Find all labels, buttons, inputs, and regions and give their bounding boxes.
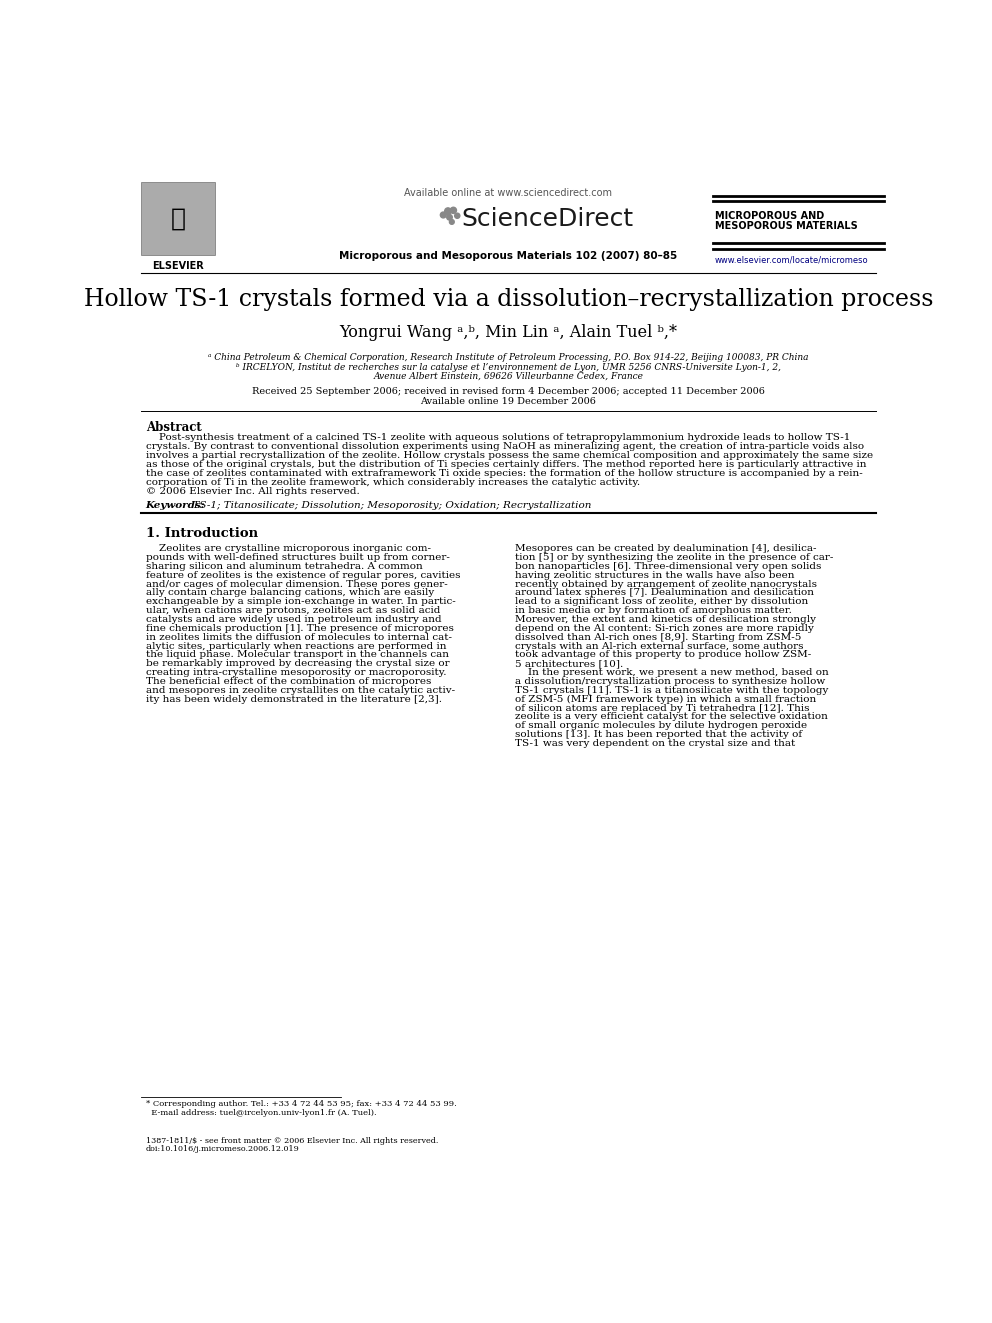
Text: ScienceDirect: ScienceDirect (461, 206, 633, 230)
Text: MICROPOROUS AND: MICROPOROUS AND (714, 212, 823, 221)
Text: and/or cages of molecular dimension. These pores gener-: and/or cages of molecular dimension. The… (146, 579, 447, 589)
Text: of ZSM-5 (MFI framework type) in which a small fraction: of ZSM-5 (MFI framework type) in which a… (516, 695, 816, 704)
Text: of small organic molecules by dilute hydrogen peroxide: of small organic molecules by dilute hyd… (516, 721, 807, 730)
Text: sharing silicon and aluminum tetrahedra. A common: sharing silicon and aluminum tetrahedra.… (146, 562, 423, 572)
Text: in basic media or by formation of amorphous matter.: in basic media or by formation of amorph… (516, 606, 793, 615)
Point (440, 201, 456, 222)
Text: Zeolites are crystalline microporous inorganic com-: Zeolites are crystalline microporous ino… (146, 544, 431, 553)
Text: fine chemicals production [1]. The presence of micropores: fine chemicals production [1]. The prese… (146, 624, 453, 632)
Text: feature of zeolites is the existence of regular pores, cavities: feature of zeolites is the existence of … (146, 570, 460, 579)
Text: doi:10.1016/j.micromeso.2006.12.019: doi:10.1016/j.micromeso.2006.12.019 (146, 1146, 300, 1154)
Text: zeolite is a very efficient catalyst for the selective oxidation: zeolite is a very efficient catalyst for… (516, 713, 828, 721)
Text: having zeolitic structures in the walls have also been: having zeolitic structures in the walls … (516, 570, 795, 579)
Text: bon nanoparticles [6]. Three-dimensional very open solids: bon nanoparticles [6]. Three-dimensional… (516, 562, 821, 572)
Text: The beneficial effect of the combination of micropores: The beneficial effect of the combination… (146, 677, 432, 687)
Text: 🌿: 🌿 (171, 206, 186, 230)
Text: took advantage of this property to produce hollow ZSM-: took advantage of this property to produ… (516, 651, 811, 659)
Text: recently obtained by arrangement of zeolite nanocrystals: recently obtained by arrangement of zeol… (516, 579, 817, 589)
Text: E-mail address: tuel@ircelyon.univ-lyon1.fr (A. Tuel).: E-mail address: tuel@ircelyon.univ-lyon1… (146, 1109, 376, 1117)
Point (435, 204, 451, 225)
Text: crystals with an Al-rich external surface, some authors: crystals with an Al-rich external surfac… (516, 642, 804, 651)
Text: Keywords:: Keywords: (146, 501, 205, 511)
Text: TS-1; Titanosilicate; Dissolution; Mesoporosity; Oxidation; Recrystallization: TS-1; Titanosilicate; Dissolution; Mesop… (186, 501, 591, 511)
Text: depend on the Al content: Si-rich zones are more rapidly: depend on the Al content: Si-rich zones … (516, 624, 814, 632)
Text: the case of zeolites contaminated with extraframework Ti oxide species: the form: the case of zeolites contaminated with e… (146, 470, 862, 478)
Text: * Corresponding author. Tel.: +33 4 72 44 53 95; fax: +33 4 72 44 53 99.: * Corresponding author. Tel.: +33 4 72 4… (146, 1101, 456, 1109)
Text: ular, when cations are protons, zeolites act as solid acid: ular, when cations are protons, zeolites… (146, 606, 440, 615)
Text: dissolved than Al-rich ones [8,9]. Starting from ZSM-5: dissolved than Al-rich ones [8,9]. Start… (516, 632, 802, 642)
Text: ELSEVIER: ELSEVIER (152, 261, 203, 271)
Text: catalysts and are widely used in petroleum industry and: catalysts and are widely used in petrole… (146, 615, 441, 624)
Text: Post-synthesis treatment of a calcined TS-1 zeolite with aqueous solutions of te: Post-synthesis treatment of a calcined T… (146, 433, 850, 442)
Text: be remarkably improved by decreasing the crystal size or: be remarkably improved by decreasing the… (146, 659, 449, 668)
Text: Hollow TS-1 crystals formed via a dissolution–recrystallization process: Hollow TS-1 crystals formed via a dissol… (83, 288, 933, 311)
Text: ally contain charge balancing cations, which are easily: ally contain charge balancing cations, w… (146, 589, 434, 598)
Text: 5 architectures [10].: 5 architectures [10]. (516, 659, 624, 668)
Point (445, 200, 461, 221)
Text: crystals. By contrast to conventional dissolution experiments using NaOH as mine: crystals. By contrast to conventional di… (146, 442, 864, 451)
Text: Yongrui Wang ᵃ,ᵇ, Min Lin ᵃ, Alain Tuel ᵇ,*: Yongrui Wang ᵃ,ᵇ, Min Lin ᵃ, Alain Tuel … (339, 324, 678, 341)
Point (443, 212, 459, 233)
Text: Mesopores can be created by dealumination [4], desilica-: Mesopores can be created by dealuminatio… (516, 544, 816, 553)
Text: Received 25 September 2006; received in revised form 4 December 2006; accepted 1: Received 25 September 2006; received in … (252, 388, 765, 397)
Point (449, 205, 465, 226)
Text: 1387-1811/$ - see front matter © 2006 Elsevier Inc. All rights reserved.: 1387-1811/$ - see front matter © 2006 El… (146, 1136, 438, 1144)
Text: Microporous and Mesoporous Materials 102 (2007) 80–85: Microporous and Mesoporous Materials 102… (339, 251, 678, 261)
Text: MESOPOROUS MATERIALS: MESOPOROUS MATERIALS (714, 221, 857, 232)
Text: Available online at www.sciencedirect.com: Available online at www.sciencedirect.co… (405, 188, 612, 198)
Text: TS-1 crystals [11]. TS-1 is a titanosilicate with the topology: TS-1 crystals [11]. TS-1 is a titanosili… (516, 685, 828, 695)
Text: exchangeable by a simple ion-exchange in water. In partic-: exchangeable by a simple ion-exchange in… (146, 598, 455, 606)
Text: in zeolites limits the diffusion of molecules to internal cat-: in zeolites limits the diffusion of mole… (146, 632, 451, 642)
Text: and mesopores in zeolite crystallites on the catalytic activ-: and mesopores in zeolite crystallites on… (146, 685, 454, 695)
Text: TS-1 was very dependent on the crystal size and that: TS-1 was very dependent on the crystal s… (516, 740, 796, 747)
Bar (141, 181, 214, 255)
Text: In the present work, we present a new method, based on: In the present work, we present a new me… (516, 668, 829, 677)
Text: Moreover, the extent and kinetics of desilication strongly: Moreover, the extent and kinetics of des… (516, 615, 816, 624)
Text: corporation of Ti in the zeolite framework, which considerably increases the cat: corporation of Ti in the zeolite framewo… (146, 479, 640, 487)
Text: solutions [13]. It has been reported that the activity of: solutions [13]. It has been reported tha… (516, 730, 803, 740)
Text: tion [5] or by synthesizing the zeolite in the presence of car-: tion [5] or by synthesizing the zeolite … (516, 553, 833, 562)
Text: alytic sites, particularly when reactions are performed in: alytic sites, particularly when reaction… (146, 642, 446, 651)
Text: a dissolution/recrystallization process to synthesize hollow: a dissolution/recrystallization process … (516, 677, 825, 687)
Point (441, 206, 457, 228)
Text: pounds with well-defined structures built up from corner-: pounds with well-defined structures buil… (146, 553, 449, 562)
Text: of silicon atoms are replaced by Ti tetrahedra [12]. This: of silicon atoms are replaced by Ti tetr… (516, 704, 809, 713)
Text: Available online 19 December 2006: Available online 19 December 2006 (421, 397, 596, 406)
Text: 1. Introduction: 1. Introduction (146, 528, 258, 540)
Text: the liquid phase. Molecular transport in the channels can: the liquid phase. Molecular transport in… (146, 651, 448, 659)
Text: © 2006 Elsevier Inc. All rights reserved.: © 2006 Elsevier Inc. All rights reserved… (146, 487, 359, 496)
Text: Abstract: Abstract (146, 421, 201, 434)
Text: as those of the original crystals, but the distribution of Ti species certainly : as those of the original crystals, but t… (146, 460, 866, 470)
Text: ity has been widely demonstrated in the literature [2,3].: ity has been widely demonstrated in the … (146, 695, 441, 704)
Text: involves a partial recrystallization of the zeolite. Hollow crystals possess the: involves a partial recrystallization of … (146, 451, 873, 460)
Text: ᵃ China Petroleum & Chemical Corporation, Research Institute of Petroleum Proces: ᵃ China Petroleum & Chemical Corporation… (208, 353, 808, 361)
Text: www.elsevier.com/locate/micromeso: www.elsevier.com/locate/micromeso (714, 255, 868, 265)
Text: lead to a significant loss of zeolite, either by dissolution: lead to a significant loss of zeolite, e… (516, 598, 808, 606)
Text: Avenue Albert Einstein, 69626 Villeurbanne Cedex, France: Avenue Albert Einstein, 69626 Villeurban… (373, 372, 644, 381)
Text: ᵇ IRCELYON, Institut de recherches sur la catalyse et l’environnement de Lyon, U: ᵇ IRCELYON, Institut de recherches sur l… (236, 363, 781, 372)
Text: creating intra-crystalline mesoporosity or macroporosity.: creating intra-crystalline mesoporosity … (146, 668, 446, 677)
Text: around latex spheres [7]. Dealumination and desilication: around latex spheres [7]. Dealumination … (516, 589, 814, 598)
